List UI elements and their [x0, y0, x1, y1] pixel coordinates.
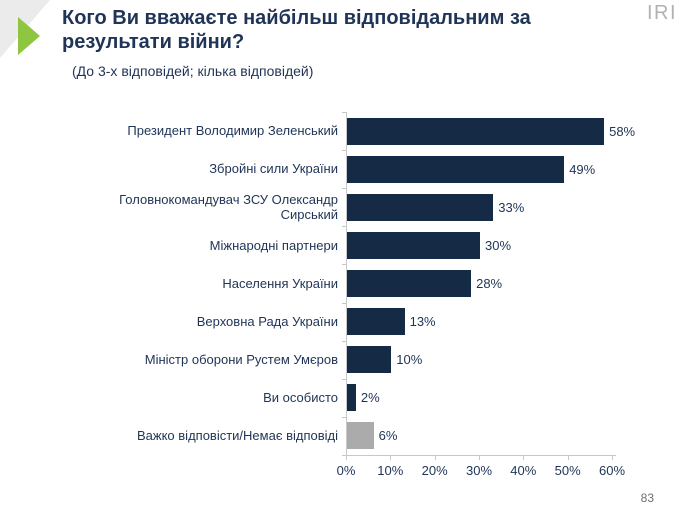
y-axis-tick — [342, 150, 346, 152]
category-label: Головнокомандувач ЗСУ Олександр Сирський — [119, 191, 338, 223]
page-subtitle: (До 3-х відповідей; кілька відповідей) — [72, 63, 314, 79]
category-label: Міжнародні партнери — [209, 237, 338, 253]
x-axis-tick — [434, 456, 436, 460]
bar — [347, 155, 565, 183]
x-axis-line — [342, 455, 616, 456]
value-label: 6% — [378, 428, 398, 444]
chart-row: Головнокомандувач ЗСУ Олександр Сирський… — [0, 188, 690, 226]
bar — [347, 308, 405, 336]
y-axis-tick — [342, 378, 346, 380]
x-tick-label: 60% — [598, 463, 626, 478]
bar — [347, 117, 605, 145]
bar-track: 13% — [347, 308, 436, 336]
bar — [347, 193, 494, 221]
bar-track: 28% — [347, 269, 503, 297]
y-axis-tick — [342, 302, 346, 304]
x-tick-label: 50% — [554, 463, 581, 478]
y-axis-line — [346, 112, 347, 455]
y-axis-tick — [342, 112, 346, 113]
y-axis-tick — [342, 188, 346, 190]
x-axis-tick — [523, 456, 525, 460]
bar-track: 6% — [347, 422, 398, 450]
x-axis-tick — [390, 456, 392, 460]
chart-row: Президент Володимир Зеленський 58% — [0, 112, 690, 150]
bar — [347, 231, 480, 259]
value-label: 58% — [609, 123, 636, 139]
x-axis-tick — [479, 456, 480, 460]
category-label: Верховна Рада України — [196, 313, 338, 329]
value-label: 30% — [485, 237, 512, 253]
category-label: Міністр оборони Рустем Умєров — [144, 351, 338, 367]
bar-track: 33% — [347, 193, 525, 221]
y-axis-tick — [342, 340, 346, 342]
bar-track: 58% — [347, 117, 636, 145]
category-label: Ви особисто — [263, 389, 338, 405]
y-axis-tick — [342, 226, 346, 228]
value-label: 33% — [498, 199, 525, 215]
bar — [347, 346, 392, 374]
y-axis-tick — [342, 264, 346, 266]
x-tick-label: 0% — [336, 463, 356, 478]
bar — [347, 384, 356, 412]
category-label: Президент Володимир Зеленський — [127, 123, 338, 139]
x-axis-tick — [346, 456, 347, 460]
page-title: Кого Ви вважаєте найбільш відповідальним… — [62, 7, 531, 53]
category-label: Важко відповісти/Немає відповіді — [137, 428, 338, 443]
x-tick-label: 40% — [510, 463, 537, 478]
x-axis-tick — [567, 456, 569, 460]
bar-track: 49% — [347, 155, 596, 183]
y-axis-tick — [342, 454, 346, 456]
x-axis-tick — [612, 456, 613, 460]
x-tick-label: 30% — [465, 463, 493, 478]
chart-rows: Президент Володимир Зеленський 58% Зброй… — [0, 112, 690, 455]
bar — [347, 269, 472, 297]
value-label: 28% — [476, 275, 503, 291]
x-tick-label: 10% — [377, 463, 404, 478]
x-tick-label: 20% — [421, 463, 448, 478]
chart-row: Міністр оборони Рустем Умєров 10% — [0, 341, 690, 379]
green-arrow-icon — [18, 17, 40, 55]
chart-row: Важко відповісти/Немає відповіді 6% — [0, 417, 690, 455]
category-label: Збройні сили України — [209, 161, 338, 177]
chart-row: Збройні сили України 49% — [0, 150, 690, 188]
page-number: 83 — [640, 491, 654, 505]
value-label: 2% — [360, 390, 380, 406]
bar-track: 2% — [347, 384, 380, 412]
y-axis-tick — [342, 416, 346, 418]
value-label: 13% — [409, 314, 436, 330]
chart-row: Ви особисто 2% — [0, 379, 690, 417]
value-label: 49% — [569, 161, 596, 177]
chart-row: Населення України 28% — [0, 264, 690, 302]
bar-track: 10% — [347, 346, 423, 374]
value-label: 10% — [396, 352, 423, 368]
iri-logo: IRI — [646, 2, 677, 24]
bar — [347, 422, 374, 450]
bar-chart: Президент Володимир Зеленський 58% Зброй… — [0, 112, 690, 478]
chart-row: Міжнародні партнери 30% — [0, 226, 690, 264]
category-label: Населення України — [222, 275, 338, 291]
bar-track: 30% — [347, 231, 512, 259]
chart-row: Верховна Рада України 13% — [0, 302, 690, 340]
